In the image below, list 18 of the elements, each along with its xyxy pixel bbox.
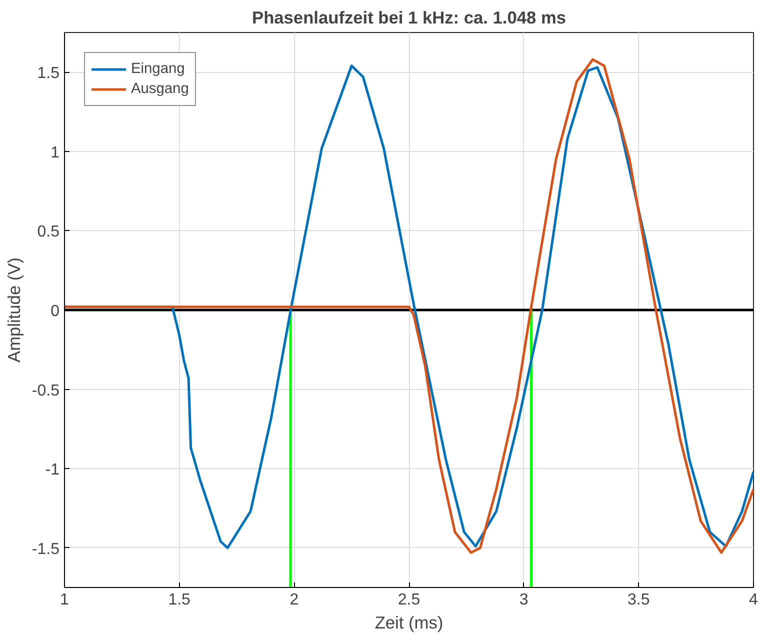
y-tick-label: 1.5 <box>37 65 60 82</box>
y-tick-label: 0.5 <box>37 224 60 241</box>
x-tick-label: 4 <box>749 592 758 608</box>
y-axis-title: Amplitude (V) <box>4 258 24 362</box>
x-tick-label: 3.5 <box>628 592 650 608</box>
x-tick-label: 2.5 <box>398 592 420 608</box>
legend-label: Ausgang <box>131 81 189 97</box>
x-tick-label: 3 <box>519 592 528 608</box>
x-axis-title: Zeit (ms) <box>374 612 444 632</box>
y-tick-label: -1 <box>45 462 60 479</box>
x-tick-label: 2 <box>290 592 299 608</box>
y-tick-label: 0 <box>50 303 60 320</box>
y-tick-label: 1 <box>50 144 60 162</box>
y-tick-label: -1.5 <box>32 540 60 558</box>
chart-title: Phasenlaufzeit bei 1 kHz: ca. 1.048 ms <box>252 8 566 28</box>
legend-label: Eingang <box>131 61 185 77</box>
x-tick-label: 1.5 <box>168 592 191 608</box>
y-tick-label: -0.5 <box>32 382 60 400</box>
